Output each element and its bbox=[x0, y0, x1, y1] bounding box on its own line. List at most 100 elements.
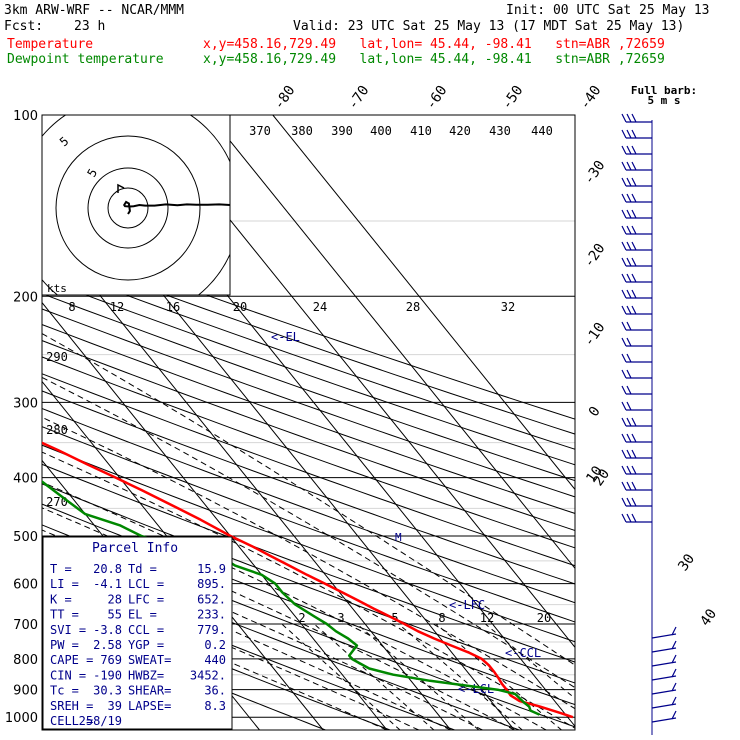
wind-barb-flag bbox=[621, 113, 627, 123]
theta-label: 390 bbox=[331, 124, 353, 138]
wind-barb-flag bbox=[621, 353, 627, 363]
wind-barb-flag bbox=[671, 710, 677, 720]
wind-barb bbox=[621, 337, 652, 347]
wind-barb-flag bbox=[621, 305, 627, 315]
parcel-info-row: LI = -4.1 LCL = 895. bbox=[50, 577, 226, 591]
isotherm-label: 10 bbox=[583, 463, 606, 486]
dry-adiabat bbox=[42, 234, 575, 420]
moist-adiabat bbox=[42, 451, 575, 729]
parcel-info-name: LAPSE= bbox=[128, 699, 171, 713]
parcel-info-name: SREH = bbox=[50, 699, 93, 713]
wind-barb-flag bbox=[631, 497, 637, 507]
parcel-info-name: Td = bbox=[128, 562, 157, 576]
wind-barb-flag bbox=[621, 177, 627, 187]
dry-adiabat bbox=[42, 483, 575, 684]
dry-adiabat bbox=[42, 263, 575, 450]
temperature-trace bbox=[42, 441, 574, 719]
wind-barb-flag bbox=[626, 129, 632, 139]
wind-barb-flag bbox=[626, 401, 632, 411]
parcel-info-value: 36. bbox=[204, 684, 226, 698]
mixing-ratio-label: 20 bbox=[537, 611, 551, 625]
parcel-info-name: Tc = bbox=[50, 684, 79, 698]
wind-barb-flag bbox=[631, 481, 637, 491]
dry-adiabat bbox=[42, 340, 575, 532]
wind-barb-flag bbox=[631, 209, 637, 219]
theta-label: 380 bbox=[291, 124, 313, 138]
parcel-info-name: LCL = bbox=[128, 577, 164, 591]
wind-barb-flag bbox=[626, 289, 632, 299]
wind-barb bbox=[621, 257, 652, 267]
isotherm-line bbox=[208, 115, 575, 570]
parcel-info-row: SVI = -3.8 CCL = 779. bbox=[50, 623, 226, 637]
melting-level-marker: M bbox=[395, 531, 402, 544]
parcel-info-value: 440 bbox=[204, 653, 226, 667]
parcel-info-value: 15.9 bbox=[197, 562, 226, 576]
wind-barb-flag bbox=[626, 481, 632, 491]
hodograph-unit-label: kts bbox=[47, 282, 67, 295]
mixing-ratio-label: 2 bbox=[298, 611, 305, 625]
pressure-label: 500 bbox=[13, 530, 38, 545]
dry-adiabat bbox=[42, 249, 575, 435]
wind-barb bbox=[621, 321, 652, 331]
wind-barb bbox=[621, 193, 652, 203]
wind-barb-flag bbox=[621, 401, 627, 411]
parcel-info-name: YGP = bbox=[128, 638, 164, 652]
parcel-info-name: SVI = bbox=[50, 623, 86, 637]
mixing-ratio-label: 8 bbox=[438, 611, 445, 625]
theta-label: 370 bbox=[249, 124, 271, 138]
parcel-info-row: K = 28 LFC = 652. bbox=[50, 592, 226, 606]
parcel-info-name: TT = bbox=[50, 608, 79, 622]
wind-barb-flag bbox=[631, 241, 637, 251]
wind-barb-flag bbox=[621, 257, 627, 267]
forecast-hours: 23 h bbox=[74, 19, 106, 34]
wind-barb bbox=[651, 696, 677, 709]
ccl-annotation: <-CCL bbox=[505, 646, 541, 660]
wind-barb bbox=[621, 129, 652, 139]
wind-barb-flag bbox=[626, 321, 632, 331]
parcel-info-value: 39 bbox=[108, 699, 122, 713]
parcel-info-row: SREH = 39 LAPSE= 8.3 bbox=[50, 699, 226, 713]
wind-barb-flag bbox=[621, 481, 627, 491]
wind-barb-flag bbox=[626, 337, 632, 347]
parcel-info-row: T = 20.8 Td = 15.9 bbox=[50, 562, 226, 576]
parcel-info-value: 0.2 bbox=[204, 638, 226, 652]
theta-label: 430 bbox=[489, 124, 511, 138]
isotherm-line bbox=[42, 222, 452, 730]
wind-barb bbox=[651, 626, 677, 639]
parcel-info-value: 2.58 bbox=[93, 638, 122, 652]
moist-adiabat bbox=[42, 376, 575, 689]
parcel-info-value: 779. bbox=[197, 623, 226, 637]
wind-barb bbox=[621, 433, 652, 443]
dry-adiabat bbox=[42, 356, 575, 549]
wind-barb-flag bbox=[621, 225, 627, 235]
wind-barb-flag bbox=[626, 193, 632, 203]
wind-barb-flag bbox=[621, 193, 627, 203]
moist-adiabat bbox=[42, 481, 547, 730]
parcel-info-name: LFC = bbox=[128, 592, 164, 606]
theta-label: 280 bbox=[46, 423, 68, 437]
wind-barb bbox=[621, 289, 652, 299]
isotherm-label: 0 bbox=[586, 404, 604, 420]
wind-barb-flag bbox=[621, 289, 627, 299]
wind-barb-flag bbox=[671, 696, 677, 706]
wind-barb-flag bbox=[621, 145, 627, 155]
wind-barb-flag bbox=[621, 513, 627, 523]
wind-barb bbox=[621, 241, 652, 251]
hodograph-start-marker bbox=[117, 183, 125, 193]
theta-label: 410 bbox=[410, 124, 432, 138]
parcel-info-name: HWBZ= bbox=[128, 668, 164, 682]
pressure-label: 700 bbox=[13, 618, 38, 633]
pressure-label: 200 bbox=[13, 290, 38, 305]
wind-barb-flag bbox=[621, 465, 627, 475]
parcel-info-value: 895. bbox=[197, 577, 226, 591]
dry-adiabat bbox=[42, 444, 575, 643]
hodograph-speed-label: 8 bbox=[68, 300, 75, 314]
wind-barb bbox=[621, 305, 652, 315]
wind-barb-title: Full barb: bbox=[631, 84, 697, 97]
temperature-station-info: x,y=458.16,729.49 lat,lon= 45.44, -98.41… bbox=[203, 37, 665, 52]
parcel-info-value: 258/19 bbox=[79, 714, 122, 728]
wind-barb bbox=[621, 369, 652, 379]
dry-adiabat bbox=[42, 278, 575, 466]
wind-barb-flag bbox=[631, 273, 637, 283]
wind-barb bbox=[621, 161, 652, 171]
